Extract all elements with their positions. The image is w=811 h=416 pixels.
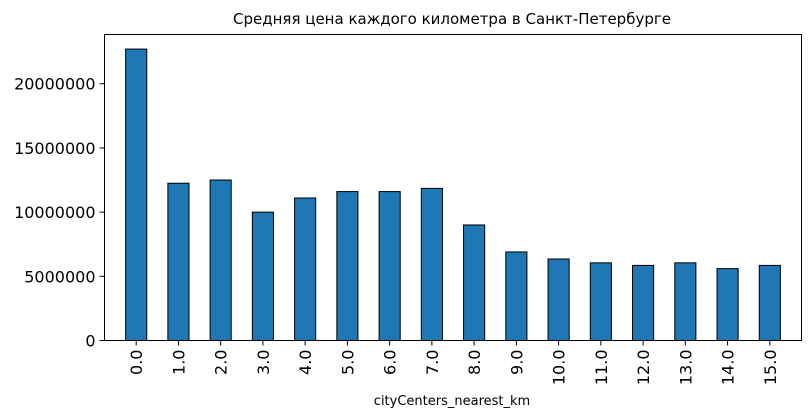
x-tick-label: 14.0 [719, 350, 738, 386]
bar-1.0 [167, 182, 190, 341]
x-tick-label: 11.0 [592, 350, 611, 386]
bar-15.0 [758, 264, 781, 341]
bar-13.0 [674, 262, 697, 341]
x-tick-label: 1.0 [169, 350, 188, 375]
x-axis-label: cityCenters_nearest_km [374, 394, 530, 409]
bar-4.0 [294, 197, 317, 341]
bar-12.0 [632, 264, 655, 341]
bar-2.0 [209, 179, 232, 341]
bar-6.0 [378, 191, 401, 341]
bar-14.0 [716, 268, 739, 341]
y-tick-label: 15000000 [14, 139, 95, 158]
x-tick-label: 10.0 [550, 350, 569, 386]
x-tick-label: 9.0 [507, 350, 526, 375]
chart-title: Средняя цена каждого километра в Санкт-П… [233, 10, 671, 28]
bar-5.0 [336, 191, 359, 341]
x-tick-label: 7.0 [423, 350, 442, 375]
bar-10.0 [547, 258, 570, 342]
bars-group [125, 48, 781, 342]
x-axis: 0.0 1.0 2.0 3.0 4.0 5.0 6.0 7.0 8.0 9.0 10.0 11.0 12… [127, 340, 780, 386]
bar-0.0 [125, 48, 148, 341]
y-tick-label: 0 [85, 332, 95, 351]
x-tick-label: 15.0 [761, 350, 780, 386]
y-tick-label: 5000000 [24, 267, 95, 286]
bar-11.0 [589, 262, 612, 341]
plot-frame [104, 34, 802, 341]
x-tick-label: 8.0 [465, 350, 484, 375]
y-tick-label: 10000000 [14, 203, 95, 222]
x-tick-label: 12.0 [634, 350, 653, 386]
bar-3.0 [251, 211, 274, 341]
x-tick-label: 6.0 [381, 350, 400, 375]
y-axis: 0 5000000 10000000 15000000 20000000 [14, 75, 105, 351]
bar-9.0 [505, 251, 528, 341]
y-tick-label: 20000000 [14, 75, 95, 94]
x-tick-label: 2.0 [212, 350, 231, 375]
x-tick-label: 3.0 [254, 350, 273, 375]
x-tick-label: 13.0 [676, 350, 695, 386]
bar-8.0 [463, 224, 486, 342]
bar-7.0 [420, 187, 443, 341]
x-tick-label: 5.0 [338, 350, 357, 375]
x-tick-label: 0.0 [127, 350, 146, 375]
x-tick-label: 4.0 [296, 350, 315, 375]
